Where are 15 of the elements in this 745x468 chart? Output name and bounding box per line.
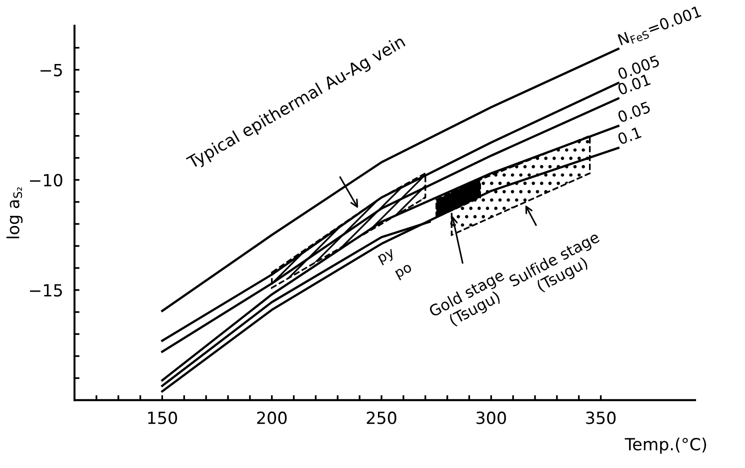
text: 0.1 (617, 126, 642, 145)
y-tick-label: −15 (30, 284, 62, 297)
text: 0.05 (617, 101, 651, 123)
annotation: py (378, 248, 396, 266)
x-axis-title: Temp.(°C) (624, 438, 706, 454)
x-tick-label: 150 (148, 412, 178, 424)
x-tick-label: 250 (366, 412, 396, 424)
annotation: po (395, 264, 414, 280)
y-tick-label: −5 (40, 64, 62, 76)
y-tick-label: −10 (30, 174, 62, 186)
x-tick-label: 300 (476, 412, 506, 424)
y-axis-title: log a$_{S₂}$ (6, 187, 23, 238)
x-tick-label: 350 (586, 412, 616, 424)
text: N$_{FeS}$=0.001 (618, 5, 702, 48)
x-tick-label: 200 (257, 412, 287, 424)
